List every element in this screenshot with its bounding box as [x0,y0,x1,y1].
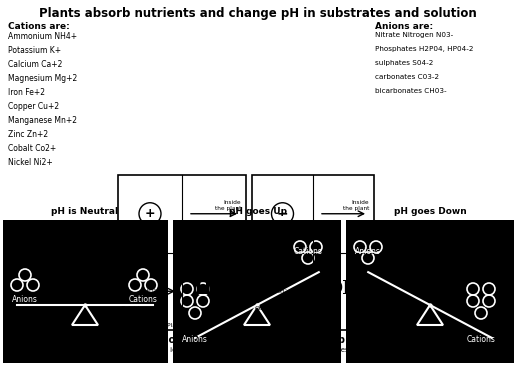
Text: Iron Fe+2: Iron Fe+2 [8,88,45,97]
Text: Potassium K+: Potassium K+ [8,46,61,55]
Text: Cations: Cations [294,247,323,256]
Text: Hydrogen ion decreases pH: Hydrogen ion decreases pH [134,347,230,353]
Bar [252,175,374,330]
Text: Hydroxide ion increases pH: Hydroxide ion increases pH [265,347,361,353]
Text: pH goes Up: pH goes Up [229,207,287,216]
Bar [346,220,514,363]
Text: Cations are:: Cations are: [8,22,70,31]
Text: Plant Root: Plant Root [298,323,328,328]
Text: +: + [145,207,155,220]
Text: Manganese Mn+2: Manganese Mn+2 [8,116,77,125]
Text: Cobalt Co2+: Cobalt Co2+ [8,144,56,153]
Text: Zinc Zn+2: Zinc Zn+2 [8,130,48,139]
Bar [173,220,341,363]
Text: Outside: Outside [121,306,144,311]
Text: Calcium Ca+2: Calcium Ca+2 [8,60,63,69]
Bar [118,175,246,330]
Text: Plants absorb nutrients and change pH in substrates and solution: Plants absorb nutrients and change pH in… [39,7,477,20]
Text: −: − [277,207,288,221]
Text: carbonates C03-2: carbonates C03-2 [375,74,439,80]
Circle shape [271,203,294,225]
Text: pH goes Down: pH goes Down [143,335,221,345]
Text: Anions: Anions [12,295,38,304]
Text: Ammonium NH4+: Ammonium NH4+ [8,32,77,41]
Text: pH is Neutral: pH is Neutral [51,207,118,216]
Text: Nitrate Nitrogen N03-: Nitrate Nitrogen N03- [375,32,453,38]
Text: Inside
the plant: Inside the plant [343,200,369,211]
Circle shape [137,278,163,304]
Text: H₃O⁺: H₃O⁺ [193,280,247,298]
Text: Nickel Ni2+: Nickel Ni2+ [8,158,53,167]
Text: pH goes Up: pH goes Up [281,335,344,345]
Text: Inside
the plant: Inside the plant [215,200,241,211]
Text: Cations: Cations [129,295,158,304]
Text: bicarbonates CH03-: bicarbonates CH03- [375,88,447,94]
Text: Anions: Anions [182,335,208,344]
Text: Cations: Cations [466,335,495,344]
Text: Outside: Outside [255,306,278,311]
Bar [3,220,168,363]
Text: pH goes Down: pH goes Down [393,207,466,216]
Text: Phosphates H2P04, HP04-2: Phosphates H2P04, HP04-2 [375,46,474,52]
Text: Magnesium Mg+2: Magnesium Mg+2 [8,74,77,83]
Text: Plant Root: Plant Root [167,323,197,328]
Text: OH⁻: OH⁻ [325,280,370,298]
Circle shape [270,279,295,303]
Text: sulphates S04-2: sulphates S04-2 [375,60,433,66]
Text: Anions are:: Anions are: [375,22,433,31]
Text: Copper Cu+2: Copper Cu+2 [8,102,59,111]
Text: OH⁻: OH⁻ [277,289,288,294]
Text: Anions: Anions [355,247,381,256]
Text: H₂O⁺: H₂O⁺ [143,289,157,294]
Circle shape [139,203,161,225]
